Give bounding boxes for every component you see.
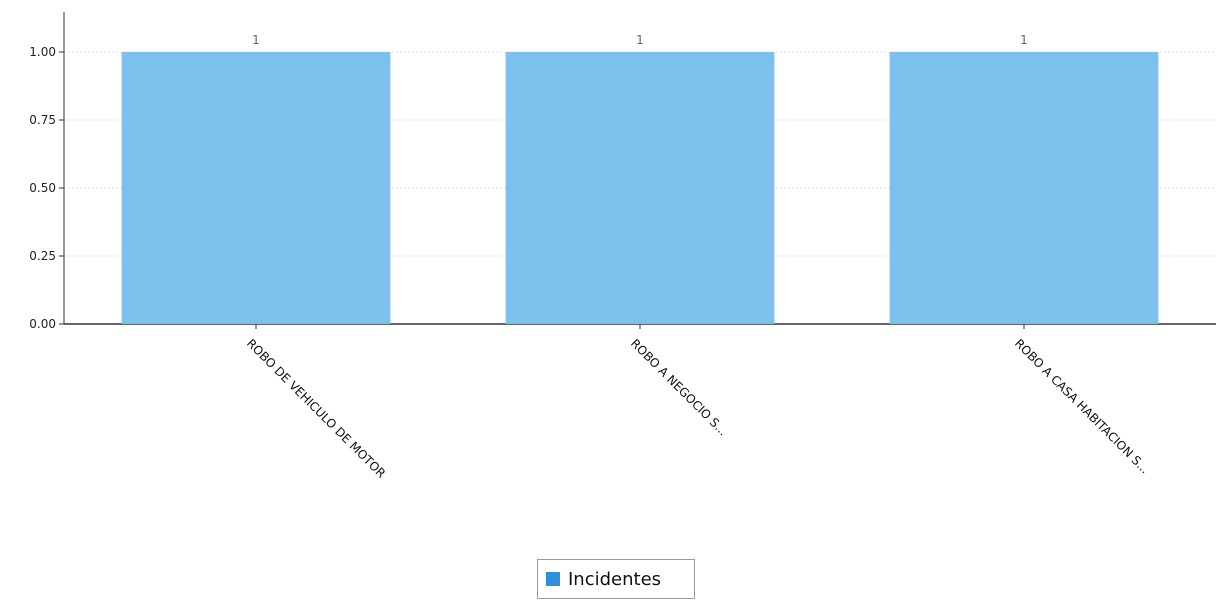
bar xyxy=(505,52,775,324)
bar xyxy=(889,52,1159,324)
y-tick-label: 0.00 xyxy=(29,317,56,331)
y-tick-label: 0.75 xyxy=(29,113,56,127)
y-tick-label: 0.25 xyxy=(29,249,56,263)
data-label: 1 xyxy=(252,33,260,47)
y-tick-label: 1.00 xyxy=(29,45,56,59)
y-tick-label: 0.50 xyxy=(29,181,56,195)
legend-label: Incidentes xyxy=(568,568,662,590)
legend-swatch xyxy=(546,572,560,586)
category-label: ROBO A CASA HABITACION S... xyxy=(1012,336,1152,476)
category-label: ROBO DE VEHICULO DE MOTOR xyxy=(244,336,388,480)
bar xyxy=(121,52,391,324)
category-label: ROBO A NEGOCIO S... xyxy=(628,336,730,438)
data-label: 1 xyxy=(636,33,644,47)
legend[interactable]: Incidentes xyxy=(537,559,695,599)
data-label: 1 xyxy=(1020,33,1028,47)
